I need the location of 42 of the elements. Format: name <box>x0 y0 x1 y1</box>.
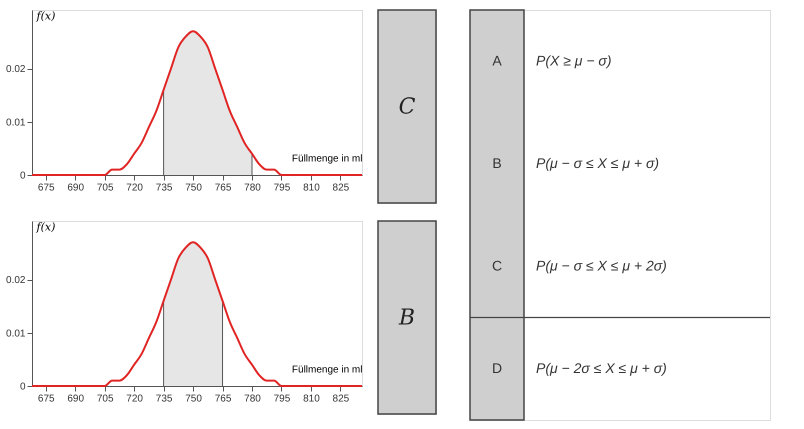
y-tick-label: 0 <box>20 170 26 182</box>
x-tick-label: 825 <box>332 394 350 404</box>
text: P(μ − σ ≤ X ≤ μ + 2σ) <box>536 257 667 274</box>
x-tick-label: 825 <box>332 182 350 194</box>
x-tick-label: 780 <box>244 182 262 194</box>
y-axis-title: f(x) <box>36 220 56 234</box>
x-tick-label: 705 <box>96 394 114 404</box>
x-tick-label: 780 <box>244 394 262 404</box>
x-tick-label: 675 <box>38 394 56 404</box>
x-tick-label: 735 <box>156 182 173 194</box>
y-tick-label: 0.02 <box>6 275 26 286</box>
x-tick-label: 765 <box>214 394 232 404</box>
x-tick-label: 750 <box>185 182 202 194</box>
y-tick-label: 0.01 <box>6 117 26 128</box>
x-tick-label: 720 <box>126 182 144 194</box>
text: A <box>492 52 502 68</box>
text: C <box>492 257 502 274</box>
text: P(μ − 2σ ≤ X ≤ μ + σ) <box>536 360 667 376</box>
y-tick-label: 0.01 <box>6 328 26 340</box>
x-tick-label: 690 <box>67 394 84 404</box>
text: B <box>492 154 502 171</box>
x-tick-label: 705 <box>96 182 114 194</box>
x-tick-label: 795 <box>274 394 291 404</box>
x-tick-label: 795 <box>274 182 291 194</box>
y-tick-label: 0 <box>20 382 26 392</box>
text: B <box>398 306 416 330</box>
x-axis-title: Füllmenge in ml <box>292 364 362 376</box>
x-tick-label: 750 <box>185 394 202 404</box>
text: C <box>398 94 416 120</box>
text: P(μ − σ ≤ X ≤ μ + σ) <box>536 154 660 171</box>
x-tick-label: 690 <box>67 182 84 194</box>
x-axis-title: Füllmenge in ml <box>292 154 362 164</box>
x-tick-label: 675 <box>38 182 56 194</box>
y-axis-title: f(x) <box>36 10 56 22</box>
x-tick-label: 735 <box>156 394 173 404</box>
x-tick-label: 810 <box>303 394 320 404</box>
text: D <box>492 360 502 376</box>
x-tick-label: 720 <box>126 394 144 404</box>
x-tick-label: 810 <box>303 182 320 194</box>
x-tick-label: 765 <box>214 182 232 194</box>
y-tick-label: 0.02 <box>6 64 26 76</box>
text: P(X ≥ μ − σ) <box>536 52 612 68</box>
